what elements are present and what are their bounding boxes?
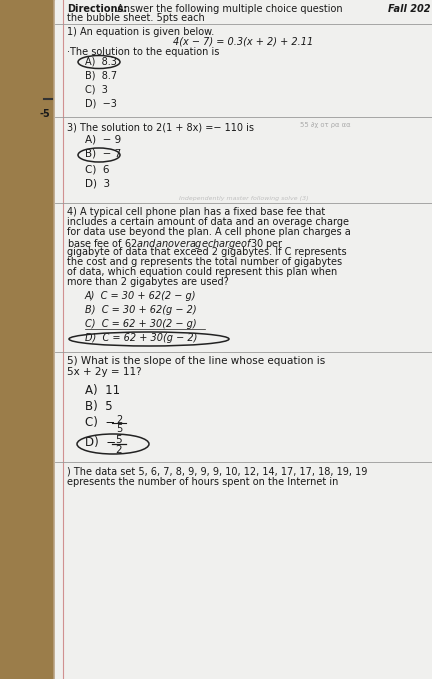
Text: ) The data set 5, 6, 7, 8, 9, 9, 9, 10, 12, 14, 17, 17, 18, 19, 19: ) The data set 5, 6, 7, 8, 9, 9, 9, 10, … — [67, 467, 367, 477]
Text: 2: 2 — [116, 445, 122, 455]
Text: -5: -5 — [39, 109, 50, 119]
Text: A)  − 9: A) − 9 — [85, 134, 121, 144]
Text: ·The solution to the equation is: ·The solution to the equation is — [67, 47, 219, 57]
Bar — [55, 0, 432, 679]
Text: Fall 202: Fall 202 — [388, 4, 430, 14]
Text: epresents the number of hours spent on the Internet in: epresents the number of hours spent on t… — [67, 477, 338, 487]
Text: of data, which equation could represent this plan when: of data, which equation could represent … — [67, 267, 337, 277]
Text: base fee of $62 and an overage charge of $30 per: base fee of $62 and an overage charge of… — [67, 237, 284, 251]
Text: C)  6: C) 6 — [85, 164, 109, 174]
Text: 1) An equation is given below.: 1) An equation is given below. — [67, 27, 214, 37]
Text: C)  −: C) − — [85, 416, 115, 429]
Text: B)  − 7: B) − 7 — [85, 149, 121, 159]
Text: A)  C = 30 + 62(2 − g): A) C = 30 + 62(2 − g) — [85, 291, 197, 301]
Text: D)  3: D) 3 — [85, 179, 110, 189]
Bar — [0, 0, 52, 679]
Text: C)  C = 62 + 30(2 − g): C) C = 62 + 30(2 − g) — [85, 319, 197, 329]
Text: 3) The solution to 2(1 + 8x) =− 110 is: 3) The solution to 2(1 + 8x) =− 110 is — [67, 122, 254, 132]
Text: 5x + 2y = 11?: 5x + 2y = 11? — [67, 367, 142, 377]
Text: gigabyte of data that exceed 2 gigabytes. If C represents: gigabyte of data that exceed 2 gigabytes… — [67, 247, 346, 257]
Text: Directions:: Directions: — [67, 4, 127, 14]
Text: 55 ∂χ oτ ρα αα: 55 ∂χ oτ ρα αα — [300, 122, 351, 128]
Text: the bubble sheet. 5pts each: the bubble sheet. 5pts each — [67, 13, 205, 23]
Text: D)  C = 62 + 30(g − 2): D) C = 62 + 30(g − 2) — [85, 333, 197, 343]
Text: 5) What is the slope of the line whose equation is: 5) What is the slope of the line whose e… — [67, 356, 325, 366]
Text: more than 2 gigabytes are used?: more than 2 gigabytes are used? — [67, 277, 229, 287]
Text: D)  −: D) − — [85, 436, 116, 449]
Text: 4(x − 7) = 0.3(x + 2) + 2.11: 4(x − 7) = 0.3(x + 2) + 2.11 — [173, 37, 314, 47]
Text: B)  8.7: B) 8.7 — [85, 71, 117, 81]
Text: 5: 5 — [116, 435, 122, 445]
Text: for data use beyond the plan. A cell phone plan charges a: for data use beyond the plan. A cell pho… — [67, 227, 351, 237]
Text: A)  11: A) 11 — [85, 384, 120, 397]
Text: Answer the following multiple choice question: Answer the following multiple choice que… — [114, 4, 343, 14]
Text: the cost and g represents the total number of gigabytes: the cost and g represents the total numb… — [67, 257, 342, 267]
Text: 5: 5 — [116, 424, 122, 434]
Text: 4) A typical cell phone plan has a fixed base fee that: 4) A typical cell phone plan has a fixed… — [67, 207, 325, 217]
Text: includes a certain amount of data and an overage charge: includes a certain amount of data and an… — [67, 217, 349, 227]
Text: B)  C = 30 + 62(g − 2): B) C = 30 + 62(g − 2) — [85, 305, 197, 315]
Text: B)  5: B) 5 — [85, 400, 113, 413]
Text: C)  3: C) 3 — [85, 85, 108, 95]
Text: 2: 2 — [116, 415, 122, 425]
Text: D)  −3: D) −3 — [85, 99, 117, 109]
Text: A)  8.3: A) 8.3 — [85, 57, 117, 67]
Text: Independently master following solve (3): Independently master following solve (3) — [179, 196, 308, 201]
